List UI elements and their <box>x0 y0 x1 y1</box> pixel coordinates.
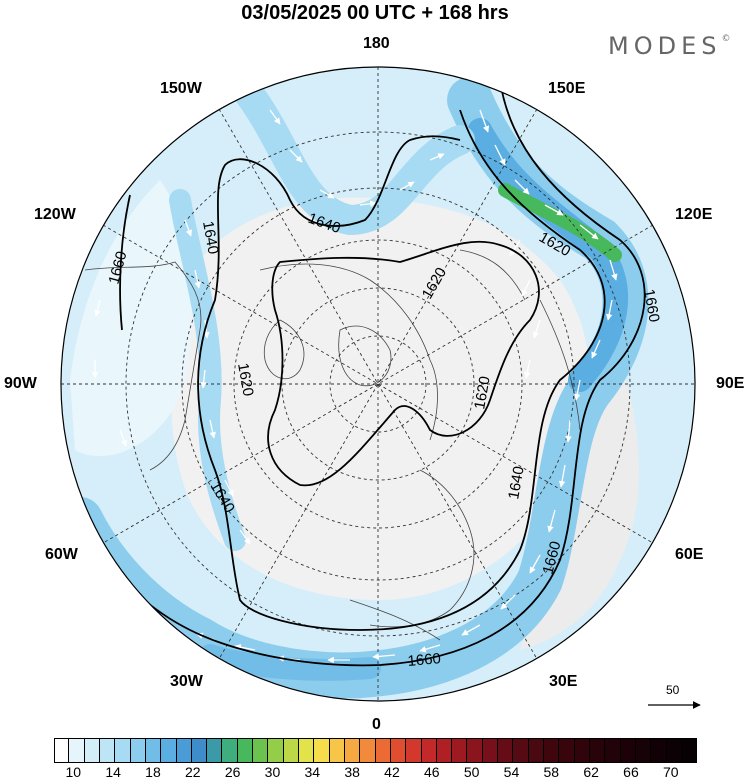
jet-stream-band <box>235 80 475 236</box>
colorbar-tick-label: 30 <box>264 764 281 780</box>
colorbar-swatch <box>191 738 208 763</box>
colorbar-swatch <box>54 738 70 763</box>
map-border <box>60 66 696 702</box>
lon-label-60w: 60W <box>45 546 78 563</box>
colorbar-swatch <box>314 738 330 763</box>
colorbar-swatch <box>498 738 514 763</box>
colorbar-tick-labels: 10 14 18 22 26 30 34 38 42 46 50 54 58 62 66 70 <box>0 764 750 782</box>
colorbar-swatch <box>421 738 437 763</box>
colorbar-tick-label: 46 <box>424 764 440 780</box>
wind-speed-colorbar <box>54 738 698 763</box>
colorbar-tick-label: 10 <box>65 764 82 780</box>
wind-speed-low-fill <box>70 180 192 457</box>
jet-stream-band <box>199 644 381 681</box>
colorbar-swatch <box>513 738 529 763</box>
colorbar-tick-label: 18 <box>145 764 161 780</box>
contour-label: 1620 <box>234 362 257 398</box>
colorbar-tick-label: 42 <box>384 764 400 780</box>
colorbar-tick-label: 14 <box>105 764 121 780</box>
colorbar-swatch <box>360 738 376 763</box>
lon-label-150w: 150W <box>160 80 202 97</box>
colorbar-swatch <box>207 738 223 763</box>
colorbar-swatch <box>84 738 100 763</box>
contour-label: 1660 <box>640 288 663 324</box>
contour-label: 1640 <box>199 220 222 256</box>
colorbar-swatch <box>635 738 652 763</box>
colorbar-swatch <box>115 738 131 763</box>
lon-label-30e: 30E <box>549 673 578 690</box>
lon-label-120e: 120E <box>675 206 713 223</box>
colorbar-swatch <box>681 738 698 763</box>
colorbar-tick-label: 34 <box>304 764 321 780</box>
colorbar-swatch <box>467 738 483 763</box>
height-contours <box>104 79 646 667</box>
wind-speed-low-fill <box>171 197 590 600</box>
lon-label-60e: 60E <box>675 546 704 563</box>
colorbar-tick-label: 54 <box>503 764 520 780</box>
lon-label-0: 0 <box>372 716 381 733</box>
colorbar-swatch <box>528 738 544 763</box>
colorbar-tick-label: 38 <box>344 764 360 780</box>
colorbar-swatch <box>666 738 682 763</box>
contour-label: 1660 <box>407 650 442 670</box>
colorbar-swatch <box>452 738 468 763</box>
lon-label-90w: 90W <box>4 375 37 392</box>
colorbar-swatch <box>559 738 575 763</box>
brand-mark: © <box>721 34 731 44</box>
colorbar-swatch <box>544 738 560 763</box>
colorbar-tick-label: 70 <box>663 764 679 780</box>
colorbar-tick-label: 66 <box>623 764 639 780</box>
colorbar-swatch <box>390 738 407 763</box>
colorbar-swatch <box>329 738 345 763</box>
colorbar-swatch <box>176 738 192 763</box>
colorbar-swatch <box>436 738 453 763</box>
colorbar-swatch <box>69 738 85 763</box>
meridians <box>61 67 695 701</box>
colorbar-swatch <box>161 738 177 763</box>
colorbar-swatch <box>344 738 361 763</box>
colorbar-swatch <box>99 738 116 763</box>
lon-label-90e: 90E <box>716 375 745 392</box>
wind-vectors <box>91 109 618 664</box>
lon-label-120w: 120W <box>34 206 76 223</box>
colorbar-swatch <box>605 738 621 763</box>
map-disc <box>61 67 695 701</box>
lon-label-180: 180 <box>363 35 390 52</box>
jet-stream-band <box>169 189 246 551</box>
colorbar-tick-label: 26 <box>224 764 241 780</box>
colorbar-swatch <box>589 738 606 763</box>
colorbar-swatch <box>253 738 269 763</box>
lon-label-30w: 30W <box>170 673 203 690</box>
colorbar-swatch <box>237 738 254 763</box>
jet-stream-core <box>498 183 622 262</box>
colorbar-swatch <box>268 738 284 763</box>
colorbar-swatch <box>283 738 299 763</box>
colorbar-tick-label: 50 <box>463 764 480 780</box>
contour-label: 1620 <box>471 375 494 411</box>
colorbar-swatch <box>222 738 238 763</box>
colorbar-swatch <box>375 738 391 763</box>
colorbar-swatch <box>482 738 499 763</box>
colorbar-swatch <box>620 738 636 763</box>
colorbar-swatch <box>299 738 315 763</box>
colorbar-tick-label: 58 <box>543 764 560 780</box>
contour-label: 1640 <box>505 465 528 501</box>
colorbar-swatch <box>651 738 667 763</box>
brand-logo: MODES© <box>608 32 730 60</box>
colorbar-swatch <box>406 738 422 763</box>
colorbar-swatch <box>574 738 590 763</box>
colorbar-swatch <box>130 738 146 763</box>
brand-name: MODES <box>608 32 722 60</box>
colorbar-tick-label: 22 <box>185 764 201 780</box>
colorbar-tick-label: 62 <box>583 764 599 780</box>
reference-vector-label: 50 <box>666 683 680 697</box>
colorbar-swatch <box>145 738 162 763</box>
lon-label-150e: 150E <box>548 80 586 97</box>
map-title: 03/05/2025 00 UTC + 168 hrs <box>241 2 509 24</box>
